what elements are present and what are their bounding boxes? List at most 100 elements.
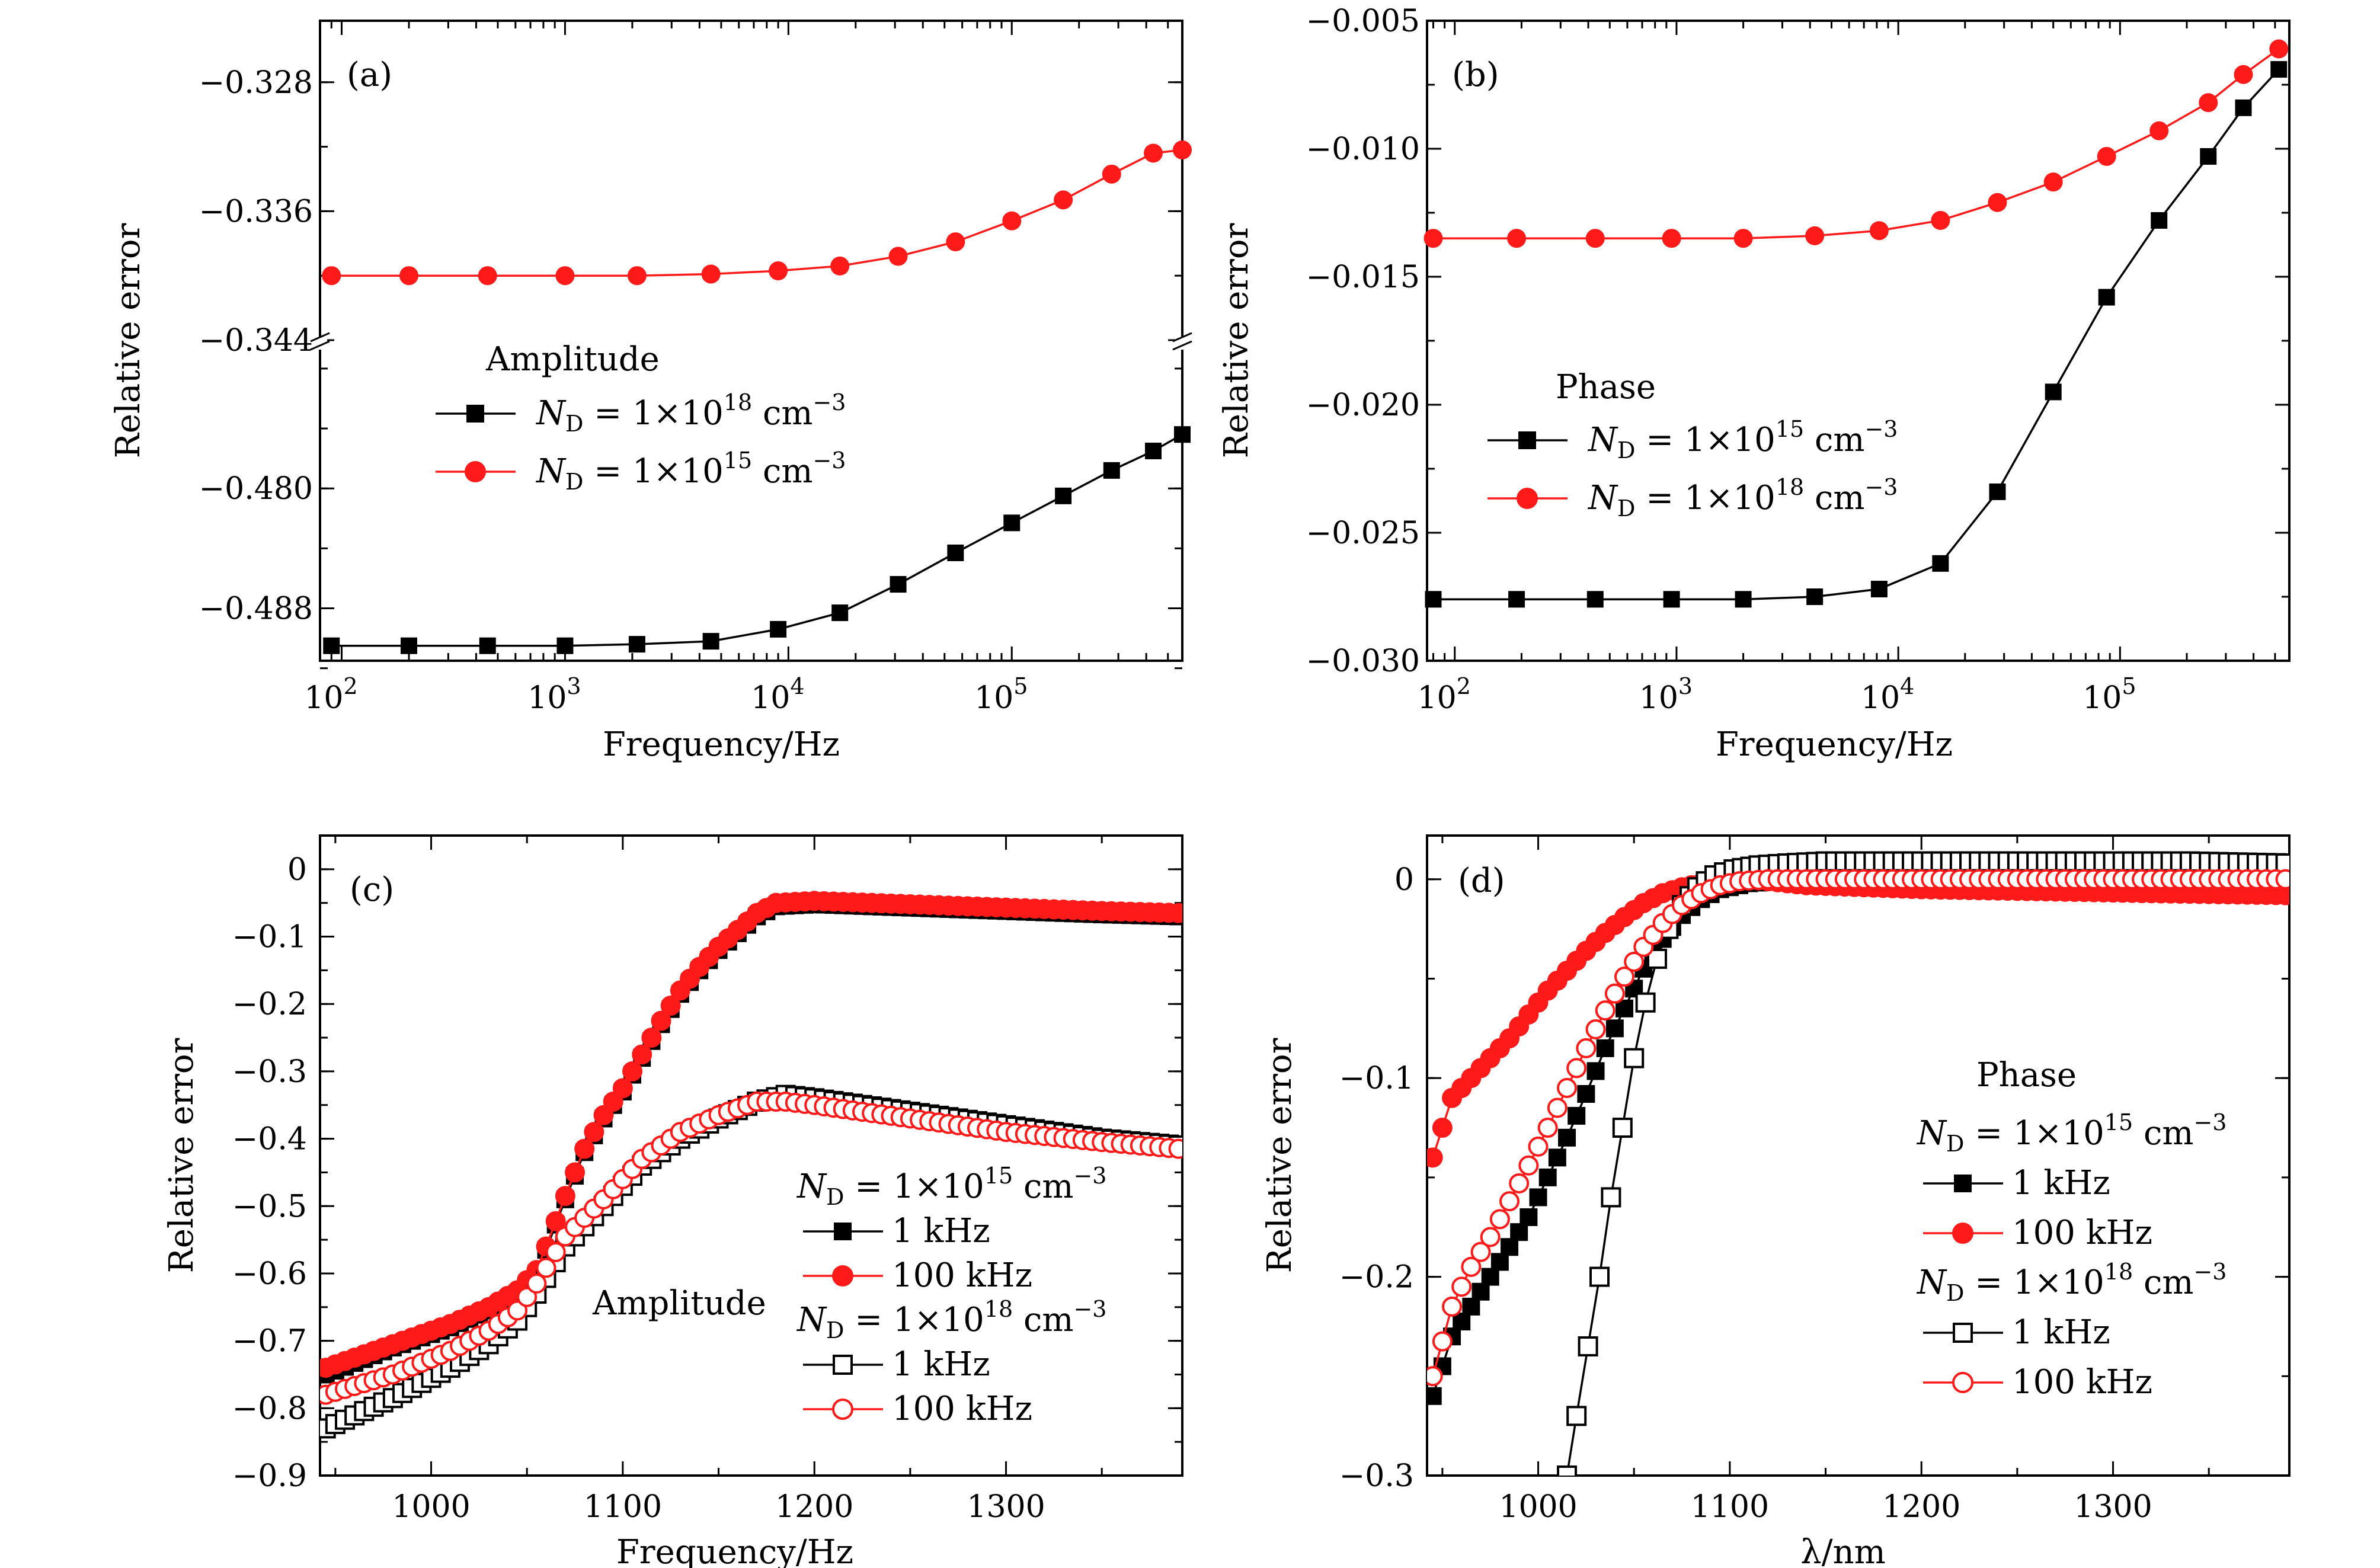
- series-layer: [1423, 39, 2289, 608]
- series-group: [320, 891, 1182, 1439]
- legend-label: ND = 1×1015 cm−3: [796, 1163, 1106, 1210]
- data-point: [1432, 1331, 1453, 1352]
- y-tick-label: −0.2: [1339, 1260, 1414, 1295]
- data-point: [632, 1044, 652, 1065]
- x-tick-label: 104: [1861, 673, 1914, 716]
- legend-title: Phase: [1556, 368, 1656, 407]
- x-tick-label: 1200: [775, 1489, 853, 1525]
- data-point: [1989, 483, 2006, 500]
- data-point: [1557, 1077, 1578, 1098]
- legend-label: ND = 1×1018 cm−3: [796, 1296, 1106, 1343]
- y-tick-label: −0.344: [199, 323, 313, 359]
- panel-label: (a): [347, 56, 392, 94]
- y-tick-label: −0.1: [232, 920, 307, 955]
- nd-symbol: N: [796, 1167, 827, 1206]
- data-point: [2098, 289, 2115, 306]
- data-point: [1624, 951, 1645, 972]
- data-point: [1604, 983, 1625, 1004]
- nd-unit: cm: [2133, 1263, 2193, 1302]
- x-tick-label: 1000: [1499, 1489, 1577, 1525]
- panel-a: (a) Frequency/Hz Relative error 102 103 10…: [109, 20, 1192, 764]
- data-point: [1002, 211, 1022, 231]
- panel-label: (b): [1452, 56, 1499, 94]
- data-point: [834, 1223, 852, 1240]
- tick-exponent: 3: [567, 673, 581, 699]
- tick-exponent: 5: [2122, 673, 2136, 699]
- y-tick-label: −0.010: [1306, 132, 1420, 167]
- panel-c: (c) Frequency/Hz Relative error 1000 1100…: [162, 834, 1183, 1568]
- x-tick-label: 1200: [1882, 1489, 1960, 1525]
- data-point: [2097, 146, 2116, 166]
- data-point: [769, 261, 788, 281]
- data-point: [1103, 462, 1120, 479]
- tick-exponent: 3: [1678, 673, 1693, 699]
- data-point: [702, 633, 719, 650]
- data-point: [1102, 164, 1121, 184]
- tick-exponent: 4: [1900, 673, 1914, 699]
- data-point: [1490, 1253, 1509, 1271]
- data-point: [1423, 229, 1443, 248]
- data-point: [830, 256, 850, 276]
- x-tick-label: 102: [1418, 673, 1471, 716]
- y-tick-label: −0.2: [232, 987, 307, 1022]
- data-point: [1518, 431, 1536, 449]
- data-point: [536, 1257, 556, 1278]
- nd-equals: = 1×10: [583, 394, 723, 433]
- y-tick-label: −0.3: [1339, 1458, 1414, 1494]
- axis-break-marks: [310, 332, 1192, 351]
- data-point: [1932, 555, 1949, 572]
- data-point: [1168, 1138, 1182, 1159]
- legend: ND = 1×1015 cm−3ND = 1×1018 cm−3: [1488, 416, 1898, 521]
- y-axis-label: Relative error: [1261, 1038, 1299, 1273]
- nd-exponent: 15: [984, 1163, 1013, 1189]
- data-point: [2275, 869, 2289, 889]
- data-point: [1518, 1155, 1539, 1176]
- data-point: [1589, 1266, 1610, 1287]
- data-point: [1538, 1168, 1557, 1186]
- data-point: [1577, 1085, 1595, 1103]
- data-point: [832, 1265, 853, 1287]
- y-tick-label: −0.025: [1306, 516, 1420, 551]
- data-point: [1578, 1336, 1598, 1356]
- data-point: [479, 637, 496, 654]
- axis-ticks: 102 103 104 105−0.328−0.336−0.344−0.480−0.4…: [199, 21, 1182, 716]
- data-point: [584, 1122, 604, 1143]
- data-point: [465, 461, 486, 482]
- data-point: [400, 637, 417, 654]
- data-point: [2045, 383, 2062, 401]
- data-point: [1427, 1147, 1443, 1168]
- y-tick-label: −0.6: [232, 1256, 307, 1292]
- nd-unit-exponent: −3: [1073, 1296, 1106, 1322]
- legend-label: 100 kHz: [892, 1256, 1032, 1295]
- x-tick-label: 103: [1639, 673, 1693, 716]
- data-point: [517, 1287, 538, 1307]
- x-tick-label: 1100: [1691, 1489, 1769, 1525]
- data-point: [1566, 1058, 1587, 1079]
- data-point: [1605, 1019, 1624, 1038]
- x-axis-label: Frequency/Hz: [1716, 725, 1953, 764]
- data-point: [1869, 221, 1889, 241]
- data-point: [545, 1241, 566, 1262]
- nd-unit: cm: [2133, 1114, 2193, 1153]
- panel-b: (b) Frequency/Hz Relative error 102 103 10…: [1217, 4, 2291, 764]
- data-point: [1952, 1372, 1973, 1393]
- legend: ND = 1×1018 cm−3ND = 1×1015 cm−3: [436, 389, 846, 495]
- data-point: [1529, 1188, 1547, 1207]
- legend-label: 1 kHz: [2012, 1164, 2110, 1202]
- x-axis-label: Frequency/Hz: [616, 1533, 853, 1568]
- data-point: [507, 1300, 528, 1321]
- nd-symbol: N: [535, 452, 567, 491]
- data-point: [1471, 1282, 1490, 1301]
- legend-label: ND = 1×1018 cm−3: [1916, 1259, 2227, 1306]
- legend-title: Phase: [1976, 1056, 2077, 1095]
- axis-ticks: 1000 1100 1200 1300 0 −0.1 −0.2 −0.3: [1339, 836, 2289, 1525]
- data-point: [323, 637, 340, 654]
- nd-equals: = 1×10: [1964, 1263, 2104, 1302]
- nd-exponent: 18: [2104, 1259, 2133, 1285]
- data-point: [1988, 193, 2007, 212]
- data-point: [1520, 1208, 1538, 1226]
- data-point: [526, 1273, 547, 1294]
- data-point: [888, 247, 908, 266]
- data-point: [1470, 1241, 1491, 1262]
